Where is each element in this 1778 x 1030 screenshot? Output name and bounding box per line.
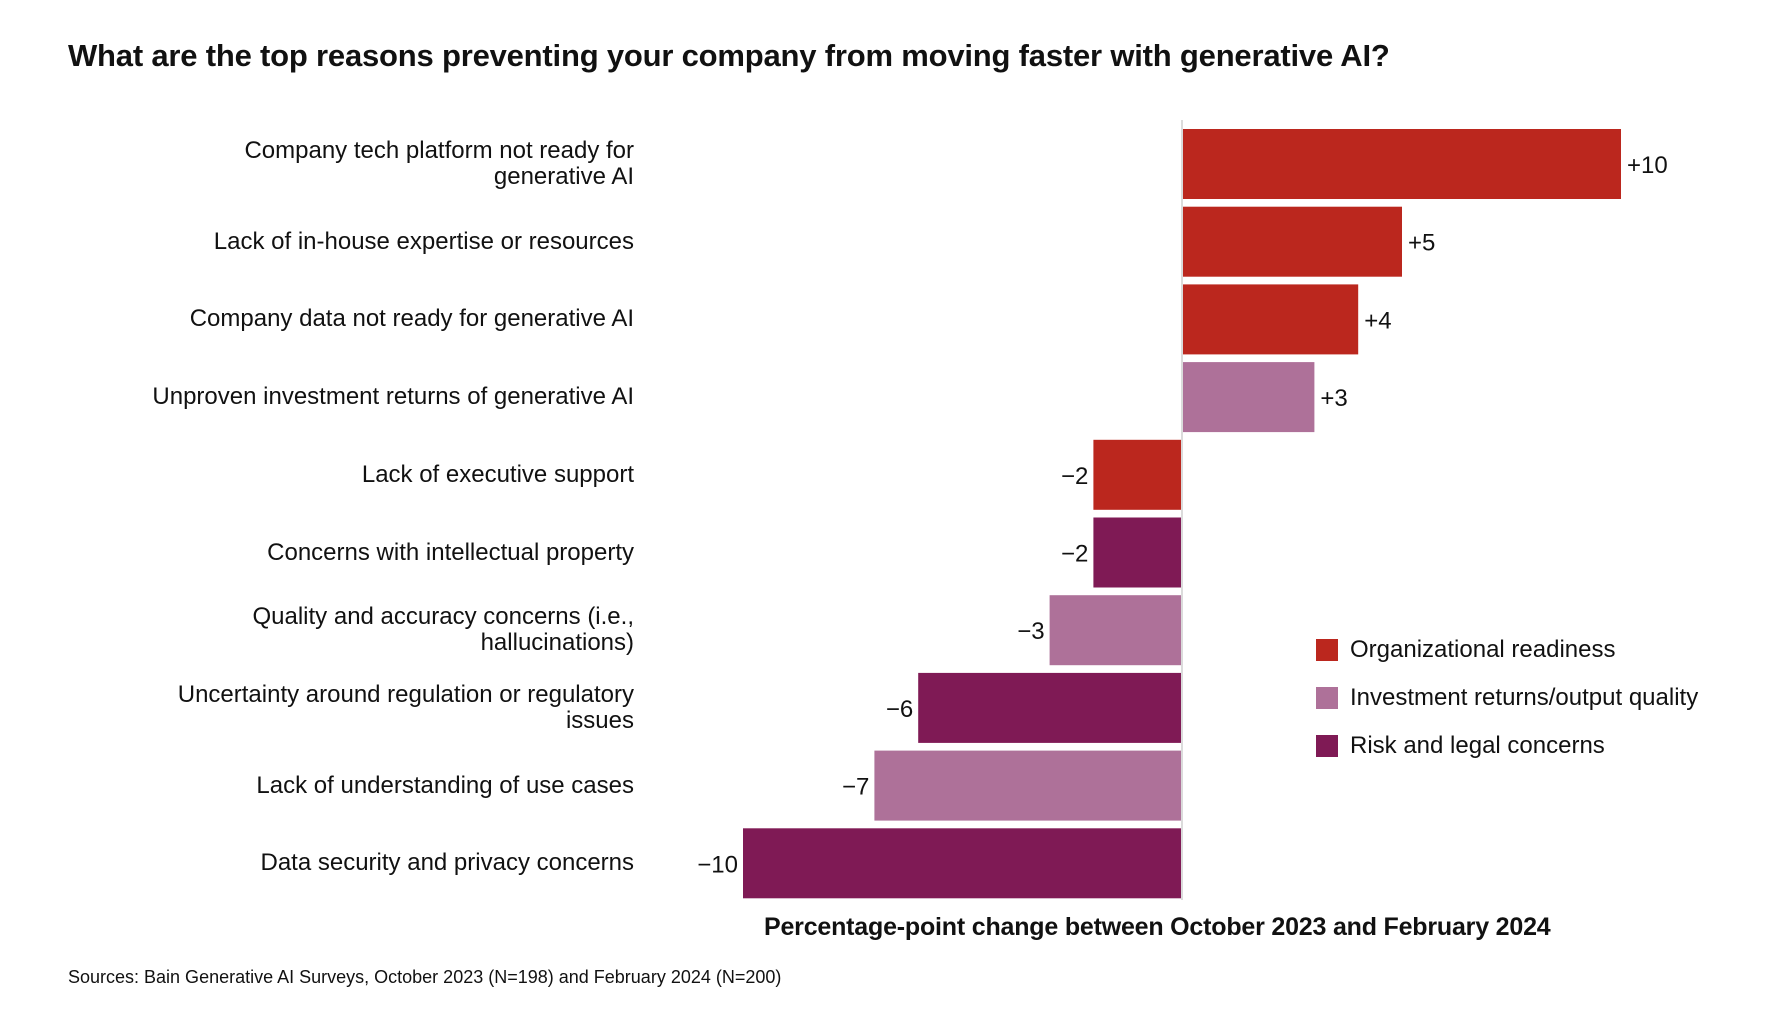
category-label: Data security and privacy concerns bbox=[260, 849, 635, 877]
data-label: −7 bbox=[842, 774, 869, 801]
legend-label: Risk and legal concerns bbox=[1350, 732, 1605, 759]
bar bbox=[1183, 284, 1359, 355]
bar bbox=[918, 672, 1181, 743]
bar bbox=[1093, 517, 1181, 588]
bar bbox=[1183, 362, 1315, 433]
category-label: Company data not ready for generative AI bbox=[189, 305, 634, 333]
legend-label: Investment returns/output quality bbox=[1350, 684, 1699, 711]
category-label: Uncertainty around regulation or regulat… bbox=[177, 680, 634, 734]
legend-label: Organizational readiness bbox=[1350, 636, 1616, 663]
category-label: Concerns with intellectual property bbox=[267, 538, 634, 566]
data-label: −3 bbox=[1017, 618, 1044, 645]
legend-item: Risk and legal concerns bbox=[1316, 722, 1698, 770]
category-label: Unproven investment returns of generativ… bbox=[152, 383, 634, 411]
bar bbox=[874, 750, 1181, 821]
bar bbox=[743, 828, 1181, 899]
data-label: −2 bbox=[1061, 463, 1088, 490]
legend-swatch bbox=[1316, 639, 1338, 661]
data-label: −2 bbox=[1061, 541, 1088, 568]
data-label: +10 bbox=[1627, 152, 1668, 179]
legend-item: Organizational readiness bbox=[1316, 626, 1698, 674]
category-label: Company tech platform not ready for gener… bbox=[244, 137, 634, 190]
category-label: Lack of in-house expertise or resources bbox=[213, 227, 634, 255]
data-label: −6 bbox=[886, 696, 913, 723]
legend-item: Investment returns/output quality bbox=[1316, 674, 1698, 722]
legend-swatch bbox=[1316, 687, 1338, 709]
bar bbox=[1093, 439, 1181, 510]
category-label: Lack of understanding of use cases bbox=[256, 771, 634, 799]
category-label: Lack of executive support bbox=[361, 460, 634, 488]
data-label: −10 bbox=[697, 851, 738, 878]
bar bbox=[1049, 595, 1181, 666]
legend: Organizational readiness Investment retur… bbox=[1316, 626, 1698, 770]
chart-title: What are the top reasons preventing your… bbox=[68, 38, 1390, 73]
source-note: Sources: Bain Generative AI Surveys, Oct… bbox=[68, 967, 782, 987]
data-label: +5 bbox=[1408, 230, 1435, 257]
data-label: +3 bbox=[1320, 385, 1347, 412]
category-label: Quality and accuracy concerns (i.e., hall… bbox=[252, 603, 634, 657]
x-axis-label: Percentage-point change between October … bbox=[764, 913, 1551, 941]
bar bbox=[1183, 206, 1402, 277]
legend-swatch bbox=[1316, 735, 1338, 757]
bar bbox=[1183, 129, 1621, 199]
data-label: +4 bbox=[1364, 307, 1391, 334]
